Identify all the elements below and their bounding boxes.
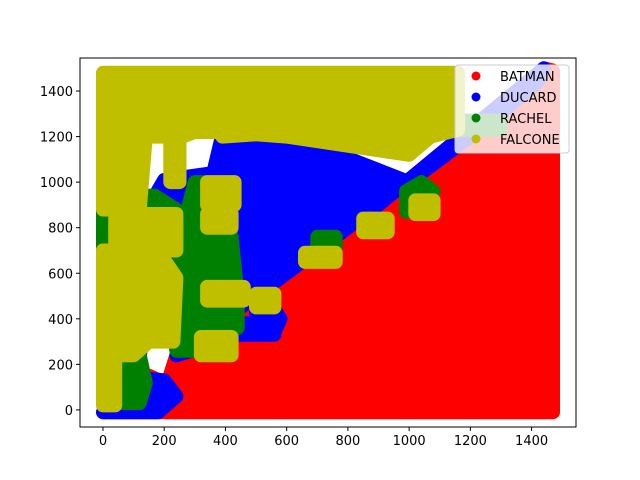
- legend-marker-batman: [471, 71, 481, 81]
- legend-marker-falcone: [471, 134, 481, 144]
- point-cluster-falcone-11: [356, 211, 395, 240]
- y-tick-label: 0: [65, 404, 73, 419]
- series-falcone: [96, 65, 466, 413]
- x-axis: 0 200 400 600 800 1000 1200 1400: [99, 427, 548, 449]
- x-tick-label: 200: [152, 434, 177, 449]
- point-cluster-falcone-0: [96, 65, 466, 162]
- plot-area: [96, 61, 560, 420]
- x-tick-label: 0: [99, 434, 107, 449]
- point-cluster-falcone-8: [193, 330, 239, 363]
- legend: BATMAN DUCARD RACHEL FALCONE: [454, 64, 570, 154]
- x-tick-label: 400: [213, 434, 238, 449]
- point-cluster-falcone-6: [200, 207, 239, 235]
- point-cluster-falcone-13: [200, 175, 242, 212]
- point-cluster-falcone-5: [163, 129, 187, 190]
- x-tick-label: 600: [274, 434, 299, 449]
- y-tick-label: 200: [48, 358, 73, 373]
- legend-marker-rachel: [471, 113, 481, 123]
- y-tick-label: 600: [48, 267, 73, 282]
- point-cluster-falcone-12: [408, 193, 441, 221]
- point-cluster-falcone-7: [200, 279, 251, 308]
- y-tick-label: 800: [48, 222, 73, 237]
- y-tick-label: 400: [48, 313, 73, 328]
- y-tick-label: 1000: [40, 176, 73, 191]
- x-tick-label: 800: [335, 434, 360, 449]
- point-cluster-falcone-1: [96, 129, 153, 217]
- y-tick-label: 1200: [40, 131, 73, 146]
- point-cluster-falcone-10: [298, 245, 343, 269]
- axes-frame: [79, 57, 577, 428]
- point-cluster-falcone-4: [108, 207, 184, 258]
- x-tick-label: 1400: [515, 434, 548, 449]
- legend-label-rachel: RACHEL: [500, 112, 552, 127]
- y-tick-label: 1400: [40, 85, 73, 100]
- x-tick-label: 1200: [454, 434, 487, 449]
- point-cluster-falcone-3: [96, 243, 184, 349]
- legend-marker-ducard: [471, 92, 481, 102]
- y-axis: 0 200 400 600 800 1000 1200 1400: [40, 85, 80, 419]
- legend-label-ducard: DUCARD: [500, 91, 557, 106]
- point-cluster-falcone-9: [249, 286, 282, 315]
- x-tick-label: 1000: [393, 434, 426, 449]
- legend-label-batman: BATMAN: [500, 70, 555, 85]
- legend-label-falcone: FALCONE: [500, 133, 560, 148]
- legend-box: [454, 64, 570, 154]
